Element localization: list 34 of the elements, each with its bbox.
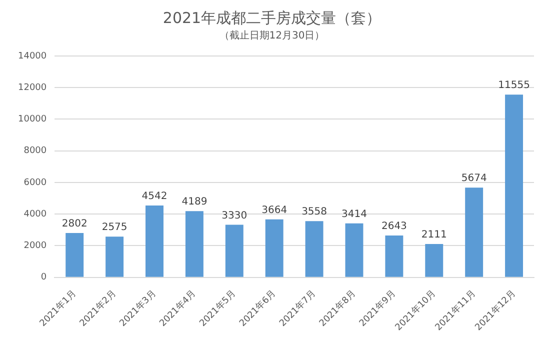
data-label: 5674 [461, 173, 487, 184]
y-tick-label: 12000 [18, 82, 47, 93]
y-tick-label: 10000 [18, 114, 47, 125]
y-tick-label: 4000 [24, 209, 47, 220]
bar [425, 244, 444, 277]
data-label: 4542 [142, 191, 168, 202]
y-tick-label: 2000 [24, 241, 47, 252]
bar [465, 188, 484, 277]
data-label: 2643 [381, 221, 407, 232]
bar [265, 219, 284, 277]
y-tick-label: 0 [40, 272, 47, 283]
data-label: 3330 [222, 210, 248, 222]
data-label: 2802 [62, 218, 88, 230]
bar [185, 211, 204, 277]
bar [146, 206, 164, 277]
data-label: 3664 [262, 205, 288, 216]
y-tick-label: 14000 [18, 51, 47, 62]
y-tick-label: 6000 [24, 178, 47, 188]
data-label: 11555 [498, 80, 530, 92]
data-label: 3558 [302, 206, 328, 218]
bar [505, 94, 524, 277]
bar [106, 236, 124, 277]
bar [66, 233, 84, 277]
data-label: 2575 [102, 222, 128, 234]
bar [225, 224, 244, 277]
data-label: 2111 [421, 230, 447, 241]
data-label: 4189 [182, 196, 208, 208]
data-label: 3414 [342, 208, 367, 220]
y-tick-label: 8000 [24, 146, 47, 156]
chart-title: 2021年成都二手房成交量（套） [162, 8, 382, 27]
bar [305, 221, 324, 277]
bar [345, 223, 364, 277]
bar [385, 236, 404, 277]
chart-subtitle: （截止日期12月30日） [219, 30, 325, 42]
